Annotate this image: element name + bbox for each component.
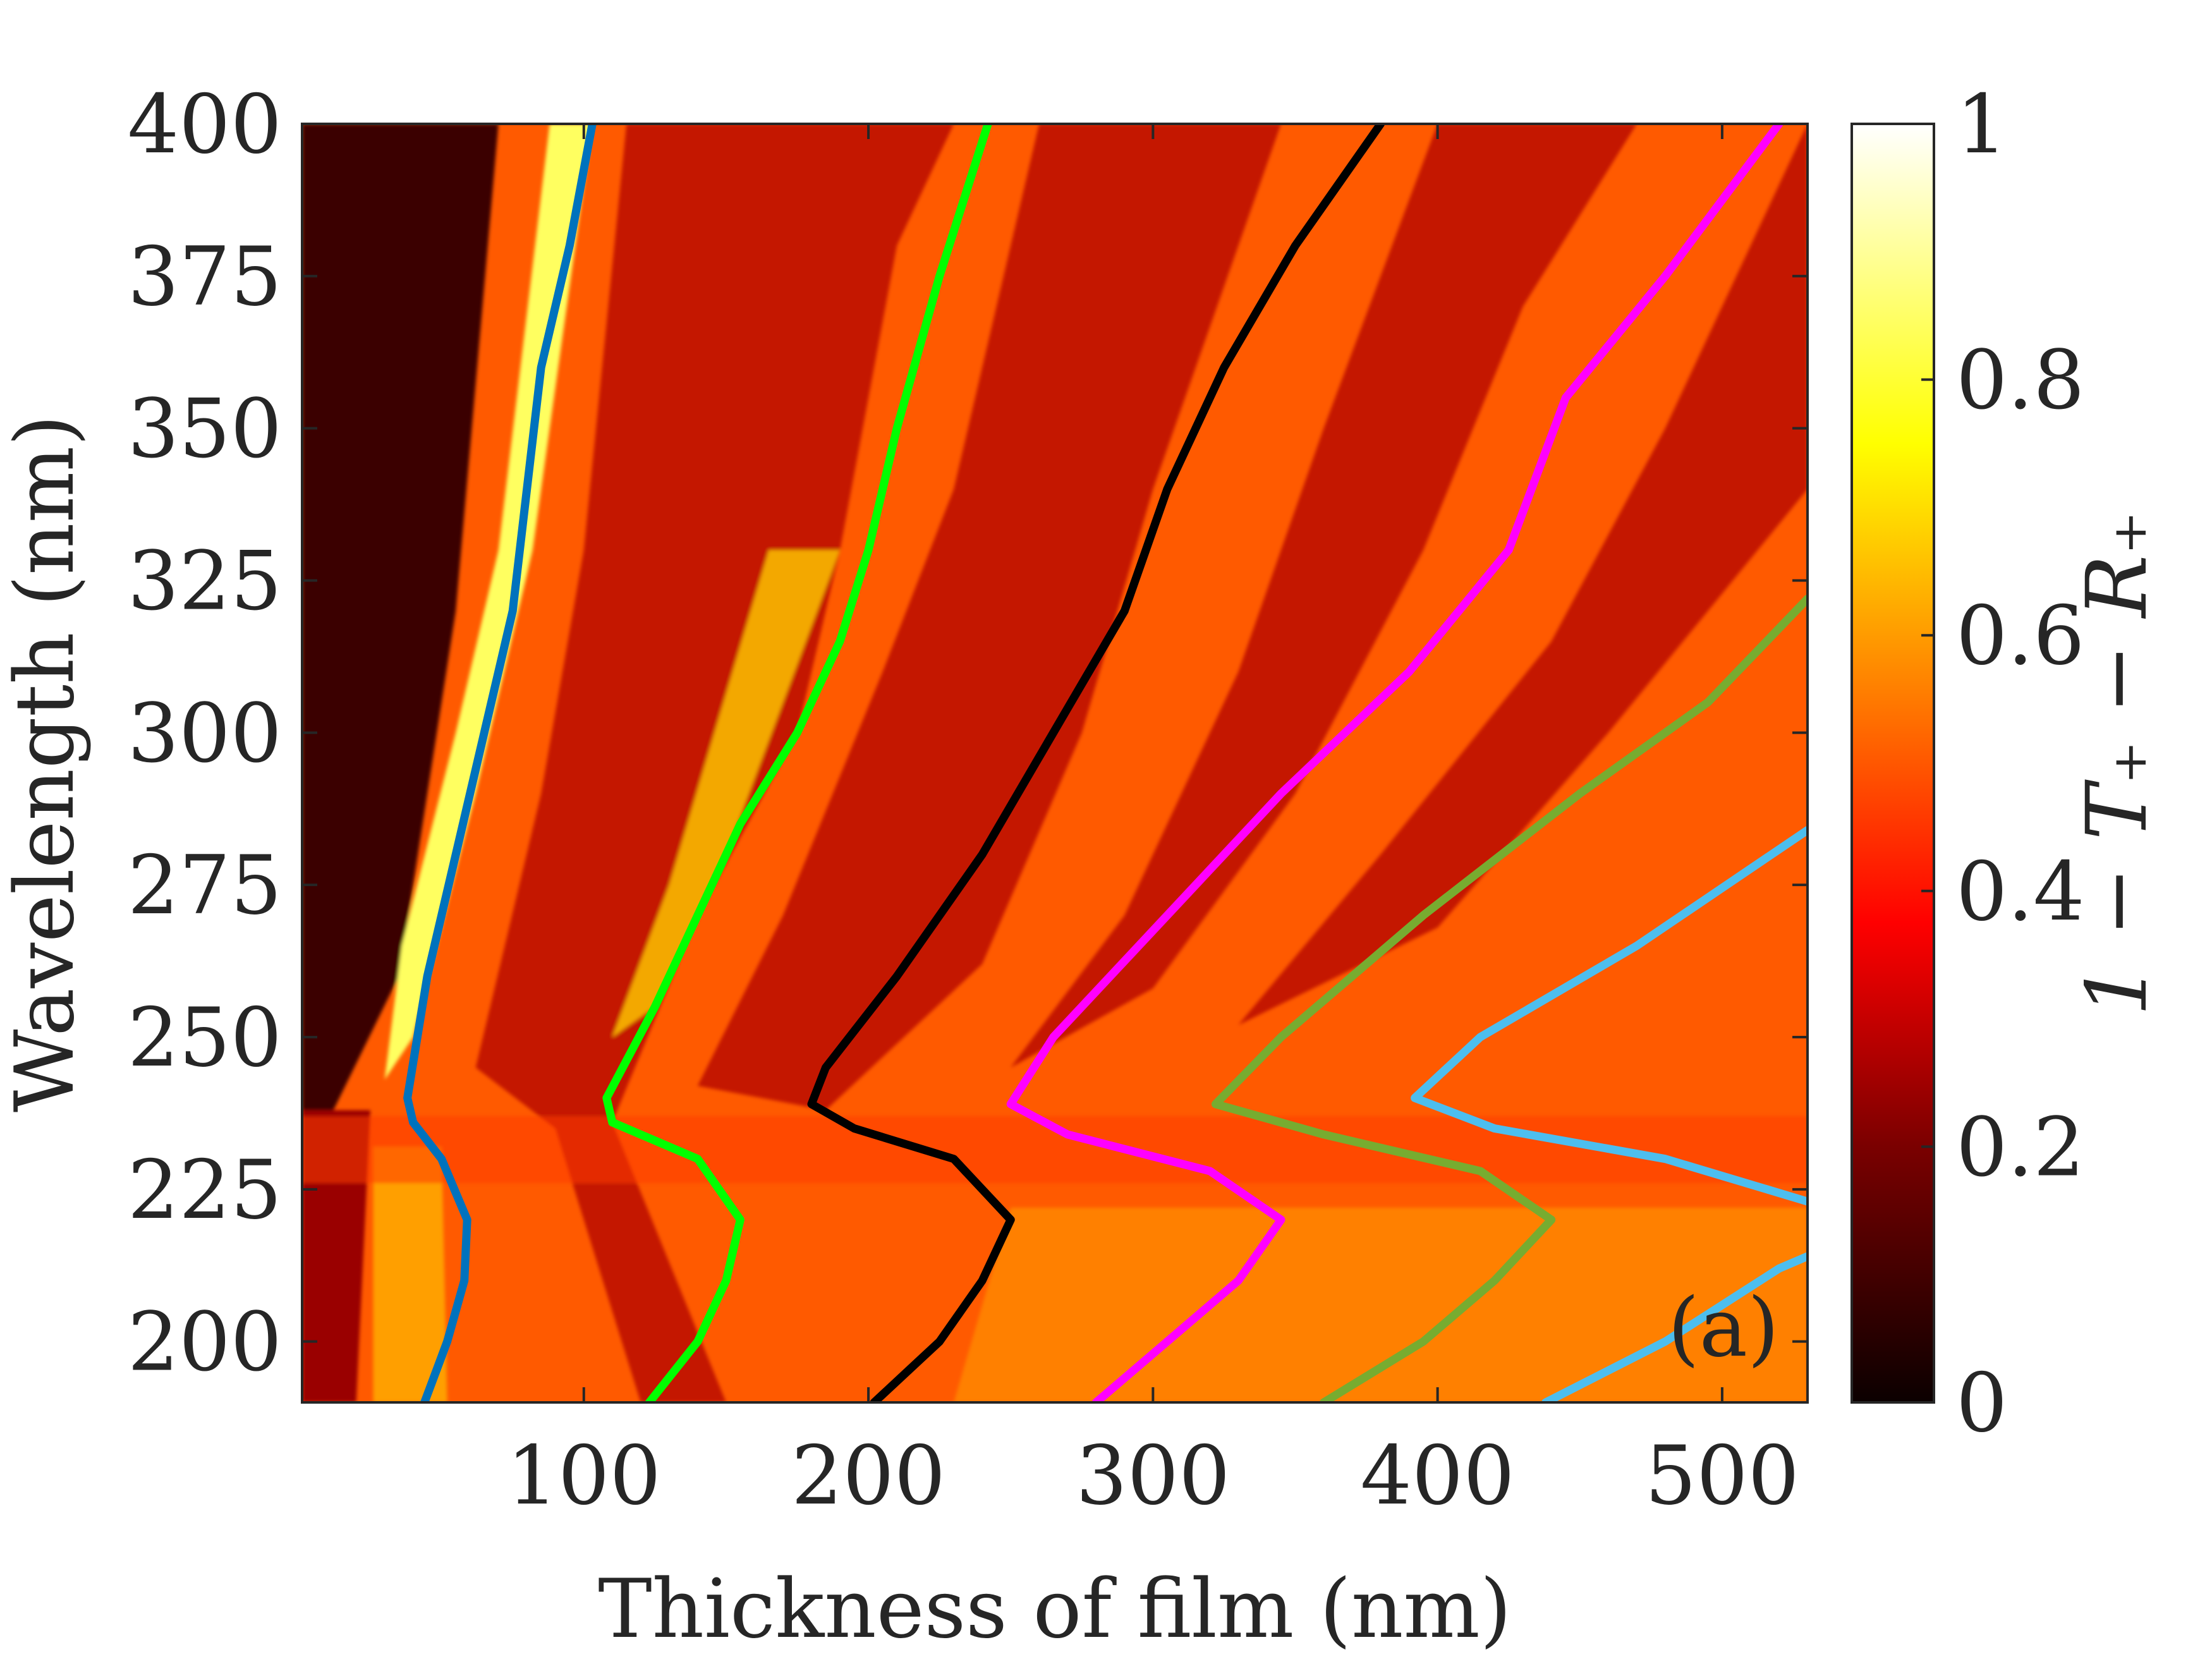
y-axis-title: Wavelength (nm) bbox=[0, 415, 92, 1112]
colorbar bbox=[1850, 123, 1935, 1404]
heatmap bbox=[302, 124, 1808, 1402]
y-tick-label: 225 bbox=[128, 1143, 282, 1237]
colorbar-tick-label: 0.6 bbox=[1956, 589, 2085, 683]
colorbar-title: 1 − T₊ − R₊ bbox=[2069, 511, 2166, 1016]
contour-line bbox=[1541, 1252, 1808, 1402]
contour-line bbox=[807, 124, 1385, 1402]
colorbar-tick-label: 0.8 bbox=[1956, 334, 2085, 428]
y-tick-label: 375 bbox=[128, 230, 282, 324]
x-tick-label: 500 bbox=[1645, 1429, 1799, 1523]
colorbar-tick-label: 0.4 bbox=[1956, 845, 2085, 939]
heatmap-region bbox=[302, 124, 499, 1110]
heatmap-region bbox=[1238, 124, 1808, 1025]
x-axis-title: Thickness of film (nm) bbox=[598, 1562, 1511, 1656]
heatmap-region bbox=[1011, 124, 1637, 1068]
heatmap-region bbox=[612, 550, 841, 1037]
panel-label: (a) bbox=[1668, 1281, 1779, 1375]
y-tick-label: 275 bbox=[128, 839, 282, 933]
x-tick-label: 400 bbox=[1360, 1429, 1514, 1523]
heatmap-region bbox=[954, 1207, 1808, 1402]
colorbar-tick-label: 0.2 bbox=[1956, 1100, 2085, 1194]
heatmap-region bbox=[373, 1146, 447, 1402]
contour-line bbox=[403, 124, 597, 1402]
y-tick-label: 200 bbox=[128, 1296, 282, 1390]
y-tick-label: 350 bbox=[128, 382, 282, 477]
contour-line bbox=[1211, 594, 1808, 1402]
contour-line bbox=[1411, 826, 1808, 1206]
colorbar-tick-label: 1 bbox=[1956, 78, 2007, 172]
contour-line bbox=[602, 124, 992, 1402]
heatmap-region bbox=[697, 124, 1281, 1110]
y-tick-label: 325 bbox=[128, 535, 282, 629]
x-tick-label: 200 bbox=[791, 1429, 945, 1523]
colorbar-tick-label: 0 bbox=[1956, 1356, 2007, 1450]
y-tick-label: 400 bbox=[128, 78, 282, 172]
contour-line bbox=[1006, 124, 1784, 1402]
axis-ticks: 100 200 300 400 500 200 225 250 275 300 325 350 375 4… bbox=[128, 78, 1808, 1523]
y-tick-label: 250 bbox=[128, 991, 282, 1085]
colorbar-ticks: 0 0.2 0.4 0.6 0.8 1 bbox=[1921, 78, 2085, 1450]
x-tick-label: 300 bbox=[1076, 1429, 1230, 1523]
contour-lines bbox=[403, 124, 1808, 1402]
y-tick-label: 300 bbox=[128, 686, 282, 781]
x-tick-label: 100 bbox=[507, 1429, 661, 1523]
plot-frame bbox=[301, 123, 1809, 1404]
